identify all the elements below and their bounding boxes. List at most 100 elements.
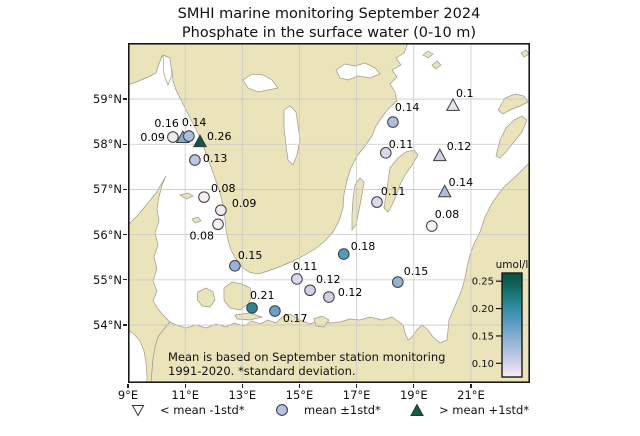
station-marker-triangle-up bbox=[445, 97, 460, 111]
note-line1: Mean is based on September station monit… bbox=[168, 350, 445, 364]
island-funen bbox=[196, 287, 216, 308]
legend-item-above-mean: > mean +1std* bbox=[410, 403, 529, 417]
x-tick-label: 11°E bbox=[171, 388, 199, 402]
oslofjord bbox=[162, 54, 173, 86]
station-value-label: 0.13 bbox=[203, 152, 228, 165]
station-marker-circle bbox=[371, 196, 383, 208]
station-marker-circle bbox=[323, 291, 335, 303]
station-marker-circle bbox=[304, 284, 316, 297]
figure-title: SMHI marine monitoring September 2024 Ph… bbox=[128, 5, 530, 43]
x-tick-mark bbox=[184, 384, 186, 388]
station-marker-circle bbox=[391, 276, 404, 288]
colorbar-tick-label: 0.20 bbox=[472, 304, 494, 315]
lake-vattern bbox=[283, 105, 301, 166]
station-value-label: 0.11 bbox=[381, 185, 406, 198]
colorbar-ticks: 0.25 0.20 0.15 0.10 bbox=[472, 277, 502, 370]
note-line2: 1991-2020. *standard deviation. bbox=[168, 364, 356, 378]
triangle-down-icon bbox=[131, 405, 145, 417]
map-frame bbox=[128, 43, 530, 383]
legend-label-below-mean: < mean -1std* bbox=[160, 403, 245, 417]
station-value-label: 0.12 bbox=[447, 140, 472, 153]
y-tick-label: 55°N bbox=[93, 272, 122, 287]
stations-layer: 0.090.16 0.140.260.130.080.090.080.150.21… bbox=[140, 87, 473, 325]
station-value-label: 0.15 bbox=[404, 265, 429, 278]
y-tick-label: 54°N bbox=[93, 318, 122, 333]
legend-label-within-mean: mean ±1std* bbox=[304, 403, 381, 417]
station-marker-circle bbox=[269, 305, 281, 317]
y-tick-label: 58°N bbox=[93, 137, 122, 152]
x-tick-mark bbox=[470, 384, 472, 388]
x-tick-mark bbox=[356, 384, 358, 388]
station-value-label: 0.12 bbox=[338, 286, 363, 299]
y-tick-label: 56°N bbox=[93, 227, 122, 242]
baltic-sea-map: Mean is based on September station monit… bbox=[128, 43, 530, 383]
island-gotland bbox=[383, 149, 419, 213]
station-marker-circle bbox=[387, 116, 399, 128]
y-tick-label: 59°N bbox=[93, 92, 122, 107]
colorbar-title: umol/l bbox=[496, 259, 529, 271]
land-scandinavia bbox=[128, 43, 409, 275]
x-tick-mark bbox=[127, 384, 129, 388]
station-value-label: 0.1 bbox=[456, 87, 474, 100]
x-tick-label: 21°E bbox=[457, 388, 485, 402]
station-value-label: 0.18 bbox=[351, 240, 376, 253]
x-tick-label: 19°E bbox=[399, 388, 428, 402]
y-tick-label: 57°N bbox=[93, 182, 122, 197]
y-tick-mark bbox=[123, 98, 127, 100]
station-marker-circle bbox=[212, 218, 224, 231]
station-value-label: 0.08 bbox=[211, 182, 236, 195]
x-tick-mark bbox=[413, 384, 415, 388]
y-tick-mark bbox=[123, 324, 127, 326]
grid-layer bbox=[128, 43, 530, 383]
lake-malaren bbox=[335, 62, 381, 81]
figure-title-line2: Phosphate in the surface water (0-10 m) bbox=[181, 25, 477, 41]
station-marker-circle bbox=[198, 191, 210, 203]
station-value-label: 0.09 bbox=[232, 197, 257, 210]
colorbar: umol/l 0.25 0.20 0.15 0.10 bbox=[472, 259, 529, 378]
x-tick-label: 17°E bbox=[342, 388, 371, 402]
island-saaremaa bbox=[495, 115, 528, 159]
station-marker-circle bbox=[167, 131, 179, 143]
station-marker-circle bbox=[291, 273, 303, 285]
station-marker-circle bbox=[246, 302, 258, 314]
legend-label-above-mean: > mean +1std* bbox=[439, 403, 530, 417]
station-marker-circle bbox=[379, 147, 392, 159]
station-value-label: 0.11 bbox=[293, 260, 318, 273]
colorbar-tick-label: 0.25 bbox=[472, 277, 494, 288]
station-value-label: 0.14 bbox=[449, 176, 474, 189]
station-value-label: 0.17 bbox=[283, 312, 308, 325]
y-tick-mark bbox=[123, 188, 127, 191]
colorbar-gradient bbox=[501, 272, 523, 378]
station-marker-circle bbox=[215, 204, 227, 217]
station-value-label: 0.11 bbox=[389, 138, 414, 151]
triangle-up-icon bbox=[410, 403, 424, 416]
station-marker-circle bbox=[229, 260, 241, 272]
y-tick-mark bbox=[123, 234, 127, 236]
x-tick-label: 9°E bbox=[117, 388, 139, 402]
lake-vanern bbox=[242, 73, 279, 93]
station-value-label: 0.08 bbox=[435, 208, 460, 221]
station-value-label: 0.08 bbox=[190, 229, 215, 242]
station-value-label: 0.09 bbox=[140, 131, 165, 144]
station-value-label: 0.26 bbox=[207, 130, 232, 143]
station-marker-circle bbox=[189, 154, 201, 166]
station-value-label: 0.14 bbox=[395, 101, 420, 114]
colorbar-tick-label: 0.10 bbox=[472, 359, 494, 370]
station-value-label: 0.21 bbox=[250, 289, 275, 302]
island-oland bbox=[351, 177, 365, 231]
map-note: Mean is based on September station monit… bbox=[168, 350, 445, 378]
station-value-label: 0.16 bbox=[154, 117, 179, 130]
station-marker-circle bbox=[337, 248, 350, 260]
x-tick-mark bbox=[298, 384, 301, 388]
legend-item-within-mean: mean ±1std* bbox=[275, 403, 381, 417]
station-value-label: 0.15 bbox=[238, 249, 263, 262]
legend-item-below-mean: < mean -1std* bbox=[131, 403, 245, 417]
circle-marker-icon bbox=[276, 404, 288, 416]
island-lolland bbox=[234, 312, 264, 321]
island-zealand bbox=[223, 281, 253, 311]
x-tick-label: 13°E bbox=[228, 388, 257, 402]
station-marker-circle bbox=[426, 220, 438, 232]
y-tick-mark bbox=[123, 143, 127, 145]
colorbar-tick-label: 0.15 bbox=[472, 331, 494, 342]
